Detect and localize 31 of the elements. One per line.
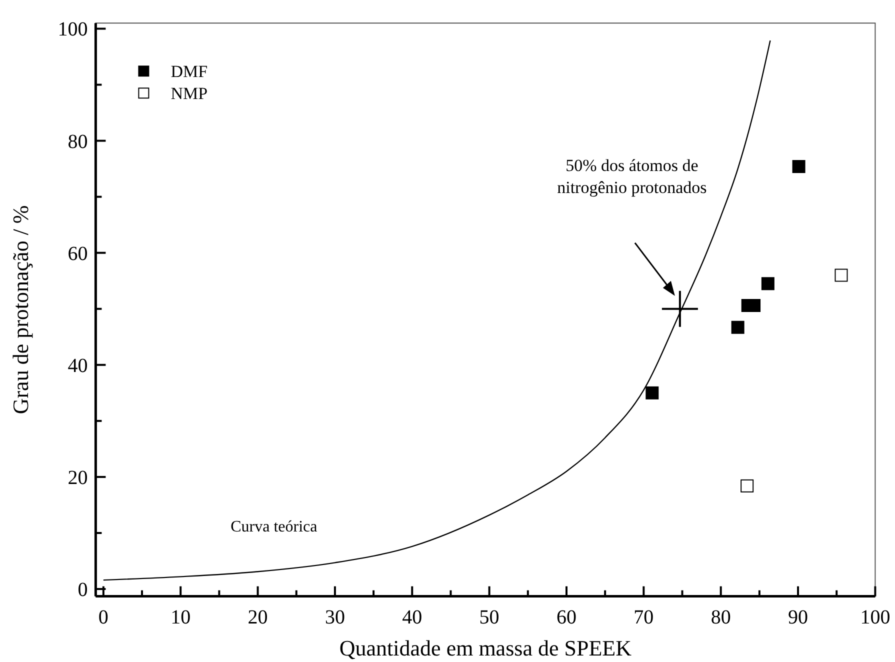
x-tick-label: 60 xyxy=(556,606,576,628)
line-series xyxy=(102,40,771,581)
x-tick-label: 0 xyxy=(98,606,108,628)
legend-label: DMF xyxy=(170,62,208,82)
y-tick-label: 80 xyxy=(68,130,88,153)
y-tick-label: 20 xyxy=(68,466,88,489)
point xyxy=(662,290,698,327)
x-axis-title: Quantidade em massa de SPEEK xyxy=(339,635,632,660)
point xyxy=(761,277,774,290)
y-axis-title: Grau de protonação / % xyxy=(8,205,33,414)
x-tick-label: 70 xyxy=(634,606,654,628)
series-label: Curva teórica xyxy=(230,518,318,536)
y-tick-label: 60 xyxy=(68,242,88,265)
x-tick-label: 90 xyxy=(788,606,808,628)
x-tick-label: 80 xyxy=(710,606,731,628)
legend-label: NMP xyxy=(170,84,208,104)
y-tick-label: 40 xyxy=(68,354,88,377)
x-tick-label: 30 xyxy=(324,606,345,628)
x-tick-label: 20 xyxy=(248,606,268,628)
point xyxy=(740,479,754,492)
x-tick-label: 50 xyxy=(479,606,500,628)
x-tick-label: 10 xyxy=(170,606,191,628)
point xyxy=(731,320,744,334)
x-tick-label: 100 xyxy=(860,606,890,628)
point xyxy=(792,160,806,174)
point xyxy=(834,268,848,282)
y-tick-label: 100 xyxy=(58,18,88,41)
annotation: 50% dos átomos de nitrogênio protonados xyxy=(557,156,707,197)
y-tick-label: 0 xyxy=(78,579,88,602)
x-tick-label: 40 xyxy=(402,606,422,628)
point xyxy=(646,386,659,400)
